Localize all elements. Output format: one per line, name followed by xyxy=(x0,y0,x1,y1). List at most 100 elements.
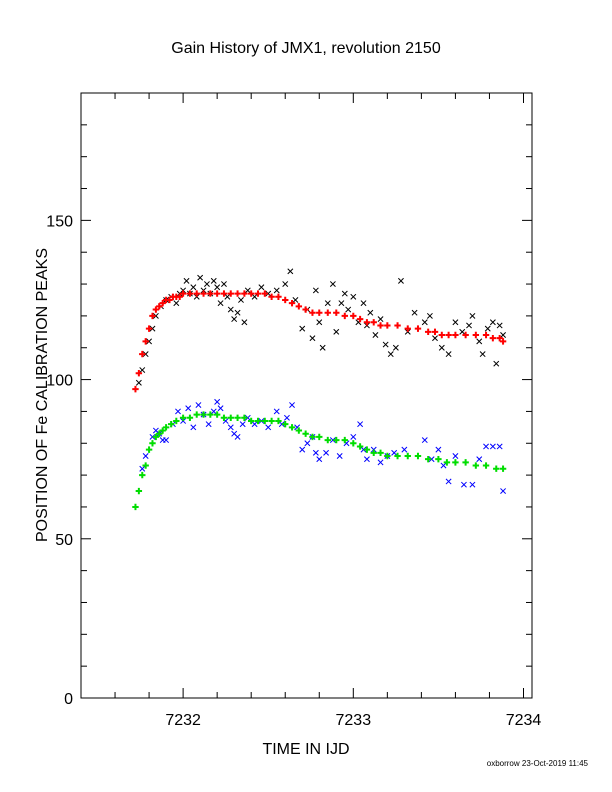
data-point xyxy=(443,459,451,466)
data-point xyxy=(185,405,192,412)
data-point xyxy=(195,402,202,409)
data-point xyxy=(499,465,507,472)
data-point xyxy=(289,402,295,409)
data-point xyxy=(404,325,411,332)
data-point xyxy=(135,487,143,495)
data-point xyxy=(424,455,432,463)
data-point xyxy=(213,411,221,418)
data-point xyxy=(489,443,496,450)
data-point xyxy=(288,424,296,431)
data-point xyxy=(333,328,340,335)
data-point xyxy=(220,414,228,421)
data-point xyxy=(496,334,503,342)
data-point xyxy=(162,424,170,431)
data-point xyxy=(324,436,331,444)
data-point xyxy=(309,309,316,316)
data-point xyxy=(387,351,394,358)
data-point xyxy=(156,303,163,310)
data-point xyxy=(175,408,181,415)
data-point xyxy=(482,462,490,469)
data-point xyxy=(426,312,433,319)
data-point xyxy=(275,293,282,300)
data-point xyxy=(210,277,217,284)
data-point xyxy=(200,290,207,297)
data-point xyxy=(142,351,149,358)
data-point xyxy=(421,319,428,326)
data-point xyxy=(462,459,469,466)
data-point xyxy=(132,385,139,393)
data-point xyxy=(220,290,228,297)
data-point xyxy=(484,325,491,332)
data-point xyxy=(217,300,224,307)
data-point xyxy=(258,418,265,424)
data-point xyxy=(231,316,238,323)
data-point xyxy=(398,277,404,284)
data-point xyxy=(149,433,156,440)
data-point xyxy=(205,421,212,428)
data-point xyxy=(500,488,507,494)
data-point xyxy=(341,312,348,320)
data-point xyxy=(251,293,258,300)
data-point xyxy=(476,456,483,463)
data-point xyxy=(227,290,234,297)
series xyxy=(139,398,507,494)
data-point xyxy=(316,433,323,441)
data-point xyxy=(428,456,435,463)
data-point xyxy=(323,449,330,456)
data-point xyxy=(135,370,143,377)
data-point xyxy=(295,303,303,310)
y-tick-label: 50 xyxy=(55,532,73,549)
data-point xyxy=(139,465,146,472)
x-tick-label: 7232 xyxy=(165,712,201,729)
data-point xyxy=(241,290,248,297)
data-point xyxy=(273,287,280,294)
data-point xyxy=(438,344,445,351)
data-point xyxy=(142,338,149,345)
data-point xyxy=(489,334,497,342)
data-point xyxy=(142,453,149,459)
data-point xyxy=(234,309,241,316)
data-point xyxy=(394,322,401,329)
data-point xyxy=(282,296,289,304)
data-point xyxy=(316,319,323,326)
data-point xyxy=(142,462,149,469)
data-point xyxy=(275,417,282,425)
data-point xyxy=(139,367,146,373)
data-point xyxy=(336,453,343,459)
data-point xyxy=(350,440,357,447)
data-point xyxy=(227,414,234,421)
data-point xyxy=(431,328,439,336)
data-point xyxy=(499,338,507,345)
data-point xyxy=(329,281,336,288)
data-point xyxy=(384,322,391,329)
data-point xyxy=(183,277,190,284)
data-point xyxy=(159,427,166,434)
data-point xyxy=(404,452,411,460)
data-point xyxy=(460,481,467,488)
data-point xyxy=(135,379,142,386)
data-point xyxy=(247,417,255,425)
data-point xyxy=(392,344,399,351)
data-point xyxy=(299,325,306,332)
data-point xyxy=(302,306,309,313)
data-point xyxy=(139,350,146,358)
data-point xyxy=(459,328,466,335)
data-point xyxy=(159,299,166,307)
data-point xyxy=(476,338,483,345)
data-point xyxy=(234,290,241,297)
data-point xyxy=(132,503,139,511)
data-point xyxy=(363,456,370,463)
axis-ticks xyxy=(80,92,532,699)
data-point xyxy=(469,481,476,488)
data-point xyxy=(377,322,384,329)
data-point xyxy=(234,414,241,421)
data-point xyxy=(401,446,408,453)
data-point xyxy=(329,437,336,444)
data-point xyxy=(469,312,476,319)
data-point xyxy=(149,440,156,447)
data-point xyxy=(316,456,323,463)
data-point xyxy=(190,424,197,431)
data-point xyxy=(452,319,459,326)
data-point xyxy=(370,449,377,457)
